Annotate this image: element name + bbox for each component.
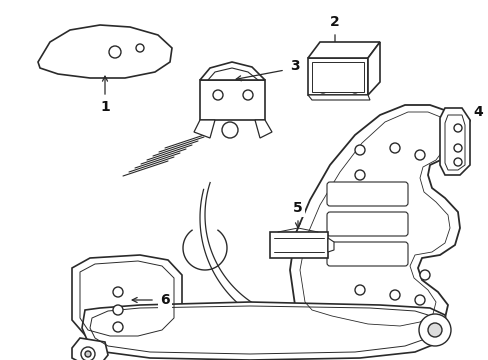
Polygon shape [311, 62, 363, 92]
Circle shape [81, 347, 95, 360]
Text: 6: 6 [160, 293, 169, 307]
Polygon shape [327, 238, 333, 252]
Text: 4: 4 [472, 105, 482, 119]
Text: 2: 2 [329, 15, 339, 29]
Circle shape [349, 67, 359, 77]
Circle shape [354, 145, 364, 155]
Polygon shape [254, 120, 271, 138]
Polygon shape [72, 255, 182, 342]
Circle shape [85, 351, 91, 357]
Polygon shape [307, 42, 379, 58]
Circle shape [414, 150, 424, 160]
Polygon shape [289, 105, 459, 332]
Circle shape [418, 314, 450, 346]
Circle shape [354, 170, 364, 180]
Circle shape [136, 44, 143, 52]
Polygon shape [194, 120, 215, 138]
Circle shape [113, 305, 123, 315]
Circle shape [419, 270, 429, 280]
Circle shape [349, 83, 359, 93]
Circle shape [113, 322, 123, 332]
Circle shape [243, 90, 252, 100]
Text: 3: 3 [289, 59, 299, 73]
Circle shape [389, 290, 399, 300]
Circle shape [389, 143, 399, 153]
Circle shape [414, 295, 424, 305]
Polygon shape [439, 108, 469, 175]
Circle shape [453, 144, 461, 152]
Text: 5: 5 [292, 201, 302, 215]
FancyBboxPatch shape [326, 242, 407, 266]
Polygon shape [72, 338, 108, 360]
Circle shape [222, 122, 238, 138]
Polygon shape [82, 302, 447, 360]
Circle shape [354, 285, 364, 295]
Text: 1: 1 [100, 100, 110, 114]
Polygon shape [200, 62, 264, 80]
Polygon shape [307, 58, 367, 95]
Circle shape [453, 158, 461, 166]
Polygon shape [38, 25, 172, 78]
FancyBboxPatch shape [326, 212, 407, 236]
Polygon shape [307, 95, 369, 100]
Circle shape [213, 90, 223, 100]
FancyBboxPatch shape [326, 182, 407, 206]
Polygon shape [200, 80, 264, 120]
Polygon shape [367, 42, 379, 95]
Polygon shape [269, 232, 327, 258]
Circle shape [317, 83, 327, 93]
Circle shape [427, 323, 441, 337]
Circle shape [317, 67, 327, 77]
Circle shape [453, 124, 461, 132]
Circle shape [113, 287, 123, 297]
Circle shape [109, 46, 121, 58]
